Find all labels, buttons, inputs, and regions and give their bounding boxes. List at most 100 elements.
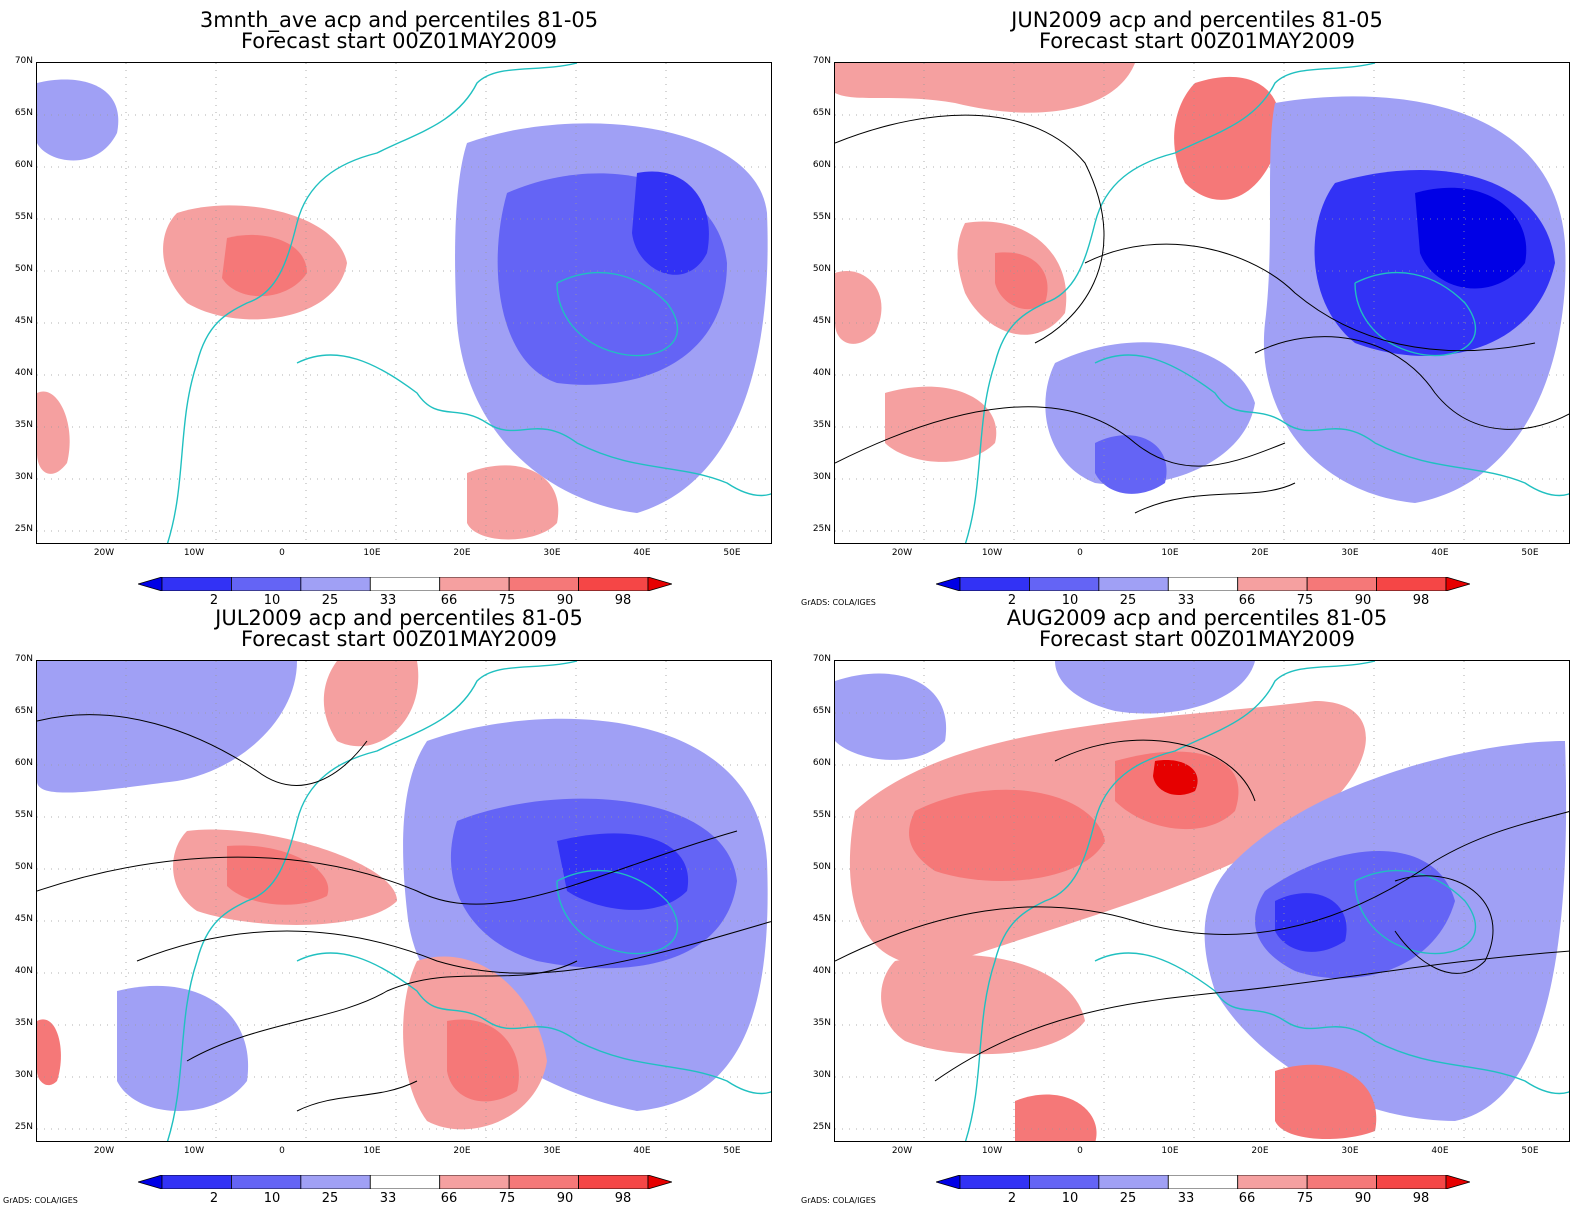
lat-tick-label: 55N [812,212,831,222]
lon-tick-label: 20E [453,548,471,558]
lat-tick-label: 40N [14,368,33,378]
anomaly-region [1275,1064,1377,1140]
map-area [834,62,1570,544]
colorbar-label: 90 [556,1191,574,1206]
lat-tick-label: 35N [14,1018,33,1028]
grads-credit: GrADS: COLA/IGES [801,598,876,607]
lat-tick-label: 65N [14,706,33,716]
lat-tick-label: 25N [812,1122,831,1132]
colorbar-arrow-high [647,1175,672,1189]
colorbar-segment [161,1175,232,1189]
anomaly-region [995,252,1048,310]
anomaly-region [1055,661,1255,714]
anomaly-region [835,673,947,760]
panel-title: JUL2009 acp and percentiles 81-05 [215,606,583,630]
anomaly-region [467,465,559,540]
lon-tick-label: 10W [981,548,1003,558]
colorbar-segment [439,577,510,591]
anomaly-region [849,701,1366,965]
colorbar-arrow-high [1445,1175,1470,1189]
colorbar-label: 10 [1061,593,1079,608]
lon-tick-label: 20E [1251,548,1269,558]
colorbar-label: 33 [379,593,397,608]
lat-tick-label: 70N [812,56,831,66]
lat-tick-label: 55N [812,810,831,820]
colorbar-segment [1098,1175,1169,1189]
anomaly-region [1015,1094,1097,1141]
percentile-contour [835,406,1286,467]
lon-tick-label: 20W [891,1146,913,1156]
colorbar-label: 90 [1354,593,1372,608]
coastline [166,63,771,543]
lat-tick-label: 30N [812,1070,831,1080]
colorbar-label: 98 [614,1191,632,1206]
lat-tick-label: 50N [812,862,831,872]
percentile-contour [136,921,771,974]
percentile-contour [835,811,1569,962]
anomaly-region [835,271,882,344]
lat-tick-label: 70N [812,654,831,664]
lat-tick-label: 30N [14,472,33,482]
colorbar-label: 66 [440,593,458,608]
lon-tick-label: 40E [633,1146,651,1156]
panel-subtitle: Forecast start 00Z01MAY2009 [1038,29,1356,53]
colorbar [936,1175,1470,1189]
lon-tick-label: 0 [1077,548,1083,558]
lon-tick-label: 20W [93,1146,115,1156]
colorbar-label: 10 [263,593,281,608]
lat-tick-label: 45N [812,316,831,326]
percentile-contour [835,114,1105,344]
lat-tick-label: 40N [812,966,831,976]
anomaly-region [37,79,119,161]
colorbar-label: 98 [1412,593,1430,608]
colorbar [936,577,1470,591]
colorbar-arrow-high [1445,577,1470,591]
colorbar-segment [369,577,441,591]
colorbar-segment [369,1175,441,1189]
lat-tick-label: 35N [14,420,33,430]
lon-tick-label: 30E [1341,1146,1359,1156]
colorbar-segment [300,1175,371,1189]
percentile-contour [37,830,738,905]
lon-tick-label: 0 [279,1146,285,1156]
colorbar [138,1175,672,1189]
map-panel: JUN2009 acp and percentiles 81-05 Forecas… [798,0,1596,608]
anomaly-region [1153,760,1198,796]
colorbar-label: 75 [1296,1191,1314,1206]
colorbar-arrow-low [936,577,961,591]
anomaly-region [881,954,1085,1055]
panel-title: JUN2009 acp and percentiles 81-05 [1011,8,1383,32]
lon-tick-label: 50E [723,1146,741,1156]
colorbar-arrow-low [138,577,163,591]
lon-tick-label: 10E [363,1146,381,1156]
colorbar-label: 66 [440,1191,458,1206]
lon-tick-label: 40E [1431,1146,1449,1156]
lon-tick-label: 10W [183,548,205,558]
percentile-contour [1134,482,1296,514]
lat-tick-label: 60N [14,758,33,768]
lat-tick-label: 55N [14,212,33,222]
map-svg [37,63,771,543]
colorbar-label: 33 [1177,593,1195,608]
colorbar-label: 66 [1238,1191,1256,1206]
lon-tick-label: 10W [183,1146,205,1156]
colorbar-label: 25 [321,1191,339,1206]
percentile-contour [1084,243,1536,352]
colorbar [138,577,672,591]
coastline [964,63,1569,543]
colorbar-label: 33 [1177,1191,1195,1206]
percentile-contour [1394,875,1494,974]
panel-title: AUG2009 acp and percentiles 81-05 [1006,606,1388,630]
lat-tick-label: 30N [812,472,831,482]
anomaly-region [909,789,1105,881]
colorbar-label: 98 [1412,1191,1430,1206]
lon-tick-label: 20W [93,548,115,558]
lat-tick-label: 35N [812,1018,831,1028]
percentile-contour [186,960,578,1062]
colorbar-segment [231,1175,302,1189]
colorbar-label: 66 [1238,593,1256,608]
lon-tick-label: 10E [363,548,381,558]
anomaly-region [222,234,307,297]
colorbar-label: 2 [209,593,219,608]
lon-tick-label: 20W [891,548,913,558]
